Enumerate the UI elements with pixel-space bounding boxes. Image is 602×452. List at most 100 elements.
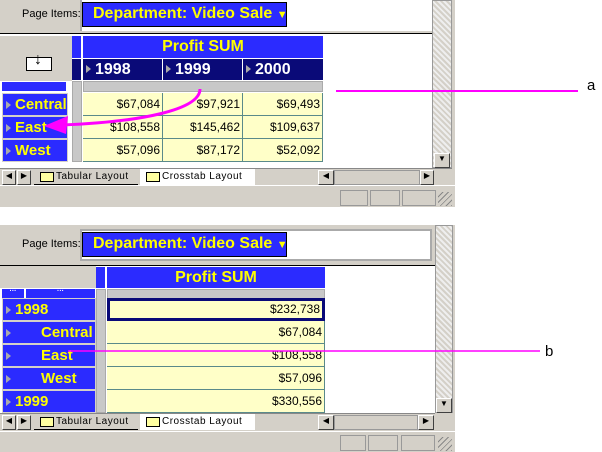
status-bar [0,185,455,207]
data-cell[interactable]: $57,096 [107,367,325,390]
data-cell[interactable]: $232,738 [107,298,325,321]
tab-label: Crosstab Layout [162,171,243,182]
row-label: West [41,370,77,387]
tab-scroll-left[interactable]: ◀ [2,415,16,430]
column-label: 2000 [255,61,291,78]
tab-label: Tabular Layout [56,416,129,427]
data-cell[interactable]: $67,084 [107,321,325,344]
horizontal-scrollbar[interactable] [334,415,418,430]
expand-icon [166,65,171,73]
tab-crosstab-layout[interactable]: Crosstab Layout [140,414,255,430]
resize-grip-icon[interactable] [438,437,452,451]
row-header-central[interactable]: Central [2,321,96,344]
status-pane [401,435,435,451]
page-item-value: Department: Video Sale [93,235,273,252]
tab-scroll-left[interactable]: ◀ [2,170,16,185]
divider [0,265,435,266]
row-label: 1999 [15,393,49,410]
page-items-label: Page Items: [22,238,81,250]
measure-header[interactable]: Profit SUM [83,36,323,58]
data-cell[interactable]: $330,556 [107,390,325,413]
data-cell[interactable]: $109,637 [243,116,323,139]
row-header-west[interactable]: West [2,139,68,162]
expand-icon [6,147,11,155]
tab-bar: ◀ ▶ Tabular Layout Crosstab Layout ◀ ▶ [0,168,452,185]
tab-tabular-layout[interactable]: Tabular Layout [34,414,138,430]
expand-icon [6,101,11,109]
data-cell[interactable]: $69,493 [243,93,323,116]
crosstab-icon [146,417,160,427]
expand-icon [6,375,11,383]
column-label: 1999 [175,61,211,78]
annotation-a: a [587,77,596,94]
expand-icon [6,398,11,406]
data-cell[interactable]: $97,921 [163,93,243,116]
hscroll-right[interactable]: ▶ [418,415,434,430]
data-cell[interactable]: $67,084 [83,93,163,116]
table-icon [40,417,54,427]
page-item-dropdown[interactable]: Department: Video Sale ▼ [82,2,288,27]
scroll-down-button[interactable]: ▼ [434,153,450,168]
row-header-east[interactable]: East [2,116,68,139]
row-label: Central [41,324,93,341]
data-cell[interactable]: $52,092 [243,139,323,162]
row-header-1998[interactable]: 1998 [2,298,96,321]
status-pane [370,190,400,206]
column-handle[interactable] [72,36,81,58]
expand-icon [6,306,11,314]
row-dimension-handle[interactable]: ··· [2,288,24,298]
scroll-down-button[interactable]: ▼ [436,398,452,413]
hscroll-left[interactable]: ◀ [318,170,334,185]
data-cell[interactable]: $87,172 [163,139,243,162]
hscroll-right[interactable]: ▶ [420,170,434,185]
drag-arrow [61,88,202,127]
divider [0,33,432,34]
page-item-value: Department: Video Sale [93,5,273,22]
row-label: East [15,119,47,136]
row-header-1999[interactable]: 1999 [2,390,96,413]
row-handle-column [72,81,82,162]
drop-target-icon [26,57,52,71]
down-arrow-icon: ↓ [34,51,42,68]
column-handle[interactable] [96,267,105,288]
status-pane [368,435,398,451]
expand-icon [6,352,11,360]
row-header-east[interactable]: East [2,344,96,367]
expand-icon [86,65,91,73]
expand-icon [246,65,251,73]
chevron-down-icon: ▼ [276,239,288,251]
row-header-handle[interactable] [2,82,66,91]
row-label: 1998 [15,301,49,318]
column-label: 1998 [95,61,131,78]
chevron-down-icon: ▼ [276,9,288,21]
crosstab-icon [146,172,160,182]
column-header-2000[interactable]: 2000 [243,59,323,80]
hscroll-left[interactable]: ◀ [318,415,334,430]
table-icon [40,172,54,182]
annotation-b: b [545,343,554,360]
tab-tabular-layout[interactable]: Tabular Layout [34,169,138,185]
column-header-1998[interactable]: 1998 [83,59,162,80]
row-label: East [41,347,73,364]
status-pane [402,190,436,206]
bottom-window: Page Items: Department: Video Sale ▼ ···… [0,225,455,452]
tab-crosstab-layout[interactable]: Crosstab Layout [140,169,255,185]
row-header-central[interactable]: Central [2,93,68,116]
data-cell[interactable]: $57,096 [83,139,163,162]
tab-bar: ◀ ▶ Tabular Layout Crosstab Layout ◀ ▶ [0,413,435,431]
resize-grip-icon[interactable] [438,192,452,206]
page-items-label: Page Items: [22,8,81,20]
data-cell[interactable]: $145,462 [163,116,243,139]
expand-icon [6,124,11,132]
tab-scroll-right[interactable]: ▶ [17,170,31,185]
column-header-1999[interactable]: 1999 [163,59,242,80]
row-dimension-handle[interactable]: ··· [26,288,95,298]
page-item-dropdown[interactable]: Department: Video Sale ▼ [82,232,288,257]
horizontal-scrollbar[interactable] [334,170,420,185]
row-header-west[interactable]: West [2,367,96,390]
tab-scroll-right[interactable]: ▶ [17,415,31,430]
column-handle[interactable] [72,59,81,80]
tab-label: Crosstab Layout [162,416,243,427]
measure-header[interactable]: Profit SUM [107,267,325,288]
